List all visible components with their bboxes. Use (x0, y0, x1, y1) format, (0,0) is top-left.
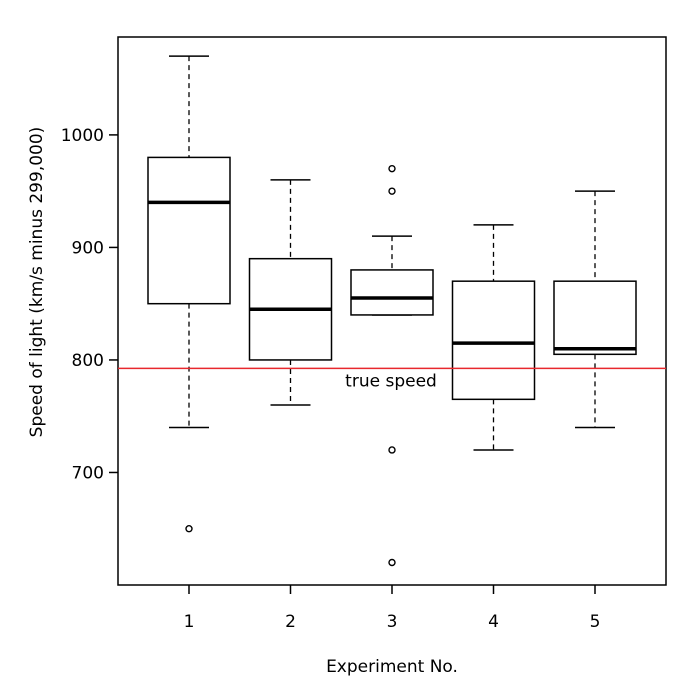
reference-line-label: true speed (345, 371, 437, 391)
x-tick-label: 2 (285, 612, 296, 632)
box-4 (451, 224, 536, 451)
x-tick-label: 4 (488, 612, 499, 632)
x-axis: 1 2 3 4 5 (184, 585, 601, 632)
box-2 (248, 179, 333, 406)
outlier-point (388, 446, 396, 454)
outlier-point (185, 525, 193, 533)
box-1 (147, 55, 231, 533)
outlier-point (388, 187, 396, 195)
y-tick-label: 800 (72, 351, 104, 371)
y-axis: 700 800 900 1000 (61, 126, 118, 483)
iqr-box (451, 280, 536, 401)
y-tick-label: 700 (72, 463, 104, 483)
x-tick-label: 3 (387, 612, 398, 632)
x-tick-label: 5 (590, 612, 601, 632)
outlier-point (388, 164, 396, 173)
x-tick-label: 1 (184, 612, 195, 632)
iqr-box (147, 156, 231, 305)
reference-line-group: true speed (118, 367, 666, 391)
iqr-box (350, 269, 434, 316)
outlier-point (388, 558, 396, 567)
y-tick-label: 1000 (61, 126, 104, 146)
x-axis-title: Experiment No. (326, 657, 458, 677)
box-3 (350, 164, 434, 567)
y-axis-title: Speed of light (km/s minus 299,000) (27, 127, 47, 438)
box-5 (553, 190, 637, 429)
boxes-layer (147, 55, 637, 567)
iqr-box (553, 280, 637, 356)
y-tick-label: 900 (72, 238, 104, 258)
